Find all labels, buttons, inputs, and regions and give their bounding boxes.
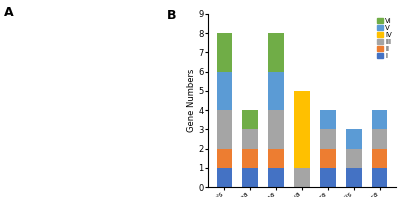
- Text: B: B: [167, 9, 176, 22]
- Bar: [346, 129, 362, 149]
- Bar: [242, 129, 258, 149]
- Bar: [294, 168, 310, 187]
- Bar: [372, 110, 388, 129]
- Y-axis label: Gene Numbers: Gene Numbers: [187, 69, 196, 132]
- Bar: [346, 149, 362, 168]
- Bar: [216, 33, 232, 72]
- Bar: [268, 110, 284, 149]
- Bar: [216, 168, 232, 187]
- Bar: [268, 168, 284, 187]
- Bar: [268, 33, 284, 72]
- Bar: [242, 110, 258, 129]
- Bar: [216, 149, 232, 168]
- Bar: [294, 91, 310, 168]
- Text: A: A: [4, 6, 14, 19]
- Legend: VI, V, IV, III, II, I: VI, V, IV, III, II, I: [377, 17, 392, 60]
- Bar: [320, 149, 336, 168]
- Bar: [242, 149, 258, 168]
- Bar: [346, 168, 362, 187]
- Bar: [268, 149, 284, 168]
- Bar: [216, 110, 232, 149]
- Bar: [320, 129, 336, 149]
- Bar: [216, 72, 232, 110]
- Bar: [242, 168, 258, 187]
- Bar: [372, 168, 388, 187]
- Bar: [372, 149, 388, 168]
- Bar: [320, 110, 336, 129]
- Bar: [320, 168, 336, 187]
- Bar: [268, 72, 284, 110]
- Bar: [372, 129, 388, 149]
